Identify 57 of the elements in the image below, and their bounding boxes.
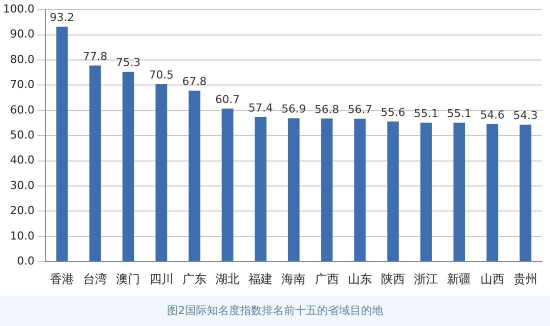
x-tick-label: 湖北 <box>216 272 240 286</box>
y-tick-label: 100.0 <box>2 2 34 16</box>
data-label: 56.9 <box>281 102 306 116</box>
bar <box>222 108 234 262</box>
bar <box>122 72 134 262</box>
data-label: 56.8 <box>314 102 340 116</box>
data-label: 77.8 <box>82 50 108 63</box>
bar <box>420 122 432 262</box>
x-tick-label: 广西 <box>314 272 339 286</box>
y-tick-label: 70.0 <box>10 78 34 92</box>
data-label: 93.2 <box>50 11 74 24</box>
bar <box>188 90 200 262</box>
bar <box>486 124 498 262</box>
bar <box>354 118 366 262</box>
x-tick-label: 四川 <box>149 272 174 286</box>
bar <box>254 116 266 262</box>
x-tick-label: 山东 <box>348 272 372 286</box>
data-label: 55.1 <box>414 107 438 120</box>
x-tick-label: 浙江 <box>414 272 438 286</box>
data-label: 75.3 <box>116 56 140 70</box>
data-label: 70.5 <box>149 68 174 82</box>
data-label: 67.8 <box>182 75 207 88</box>
data-label: 54.6 <box>480 108 505 122</box>
y-tick-label: 0.0 <box>16 254 34 268</box>
x-tick-label: 福建 <box>248 272 273 286</box>
y-tick-label: 10.0 <box>10 229 34 242</box>
y-tick-label: 40.0 <box>10 154 34 167</box>
y-tick-label: 30.0 <box>10 178 34 192</box>
caption: 图2国际知名度指数排名前十五的省域目的地 <box>0 296 550 326</box>
x-tick-label: 广东 <box>182 272 206 286</box>
bar <box>288 118 300 262</box>
x-tick-label: 新疆 <box>447 272 472 286</box>
data-label: 56.7 <box>348 103 372 116</box>
bar <box>453 122 466 262</box>
bar <box>520 124 532 262</box>
data-label: 55.1 <box>447 107 472 120</box>
y-tick-label: 20.0 <box>10 204 34 218</box>
data-label: 55.6 <box>380 106 406 119</box>
data-label: 57.4 <box>248 101 273 114</box>
y-tick-label: 90.0 <box>10 28 34 41</box>
data-label: 60.7 <box>215 92 240 106</box>
y-tick-label: 50.0 <box>10 128 34 142</box>
bar <box>156 84 168 262</box>
x-tick-label: 海南 <box>282 272 306 286</box>
x-tick-label: 香港 <box>50 272 74 286</box>
x-tick-label: 贵州 <box>513 272 538 286</box>
bar <box>56 26 68 262</box>
bar <box>387 121 399 262</box>
y-tick-label: 60.0 <box>10 103 34 116</box>
y-tick-label: 80.0 <box>10 52 34 66</box>
data-label: 54.3 <box>513 109 538 122</box>
x-tick-label: 澳门 <box>116 272 140 286</box>
bar <box>321 118 333 262</box>
bar <box>89 66 101 262</box>
x-tick-label: 陕西 <box>381 272 406 286</box>
x-tick-label: 山西 <box>480 272 504 286</box>
x-tick-label: 台湾 <box>83 272 108 286</box>
